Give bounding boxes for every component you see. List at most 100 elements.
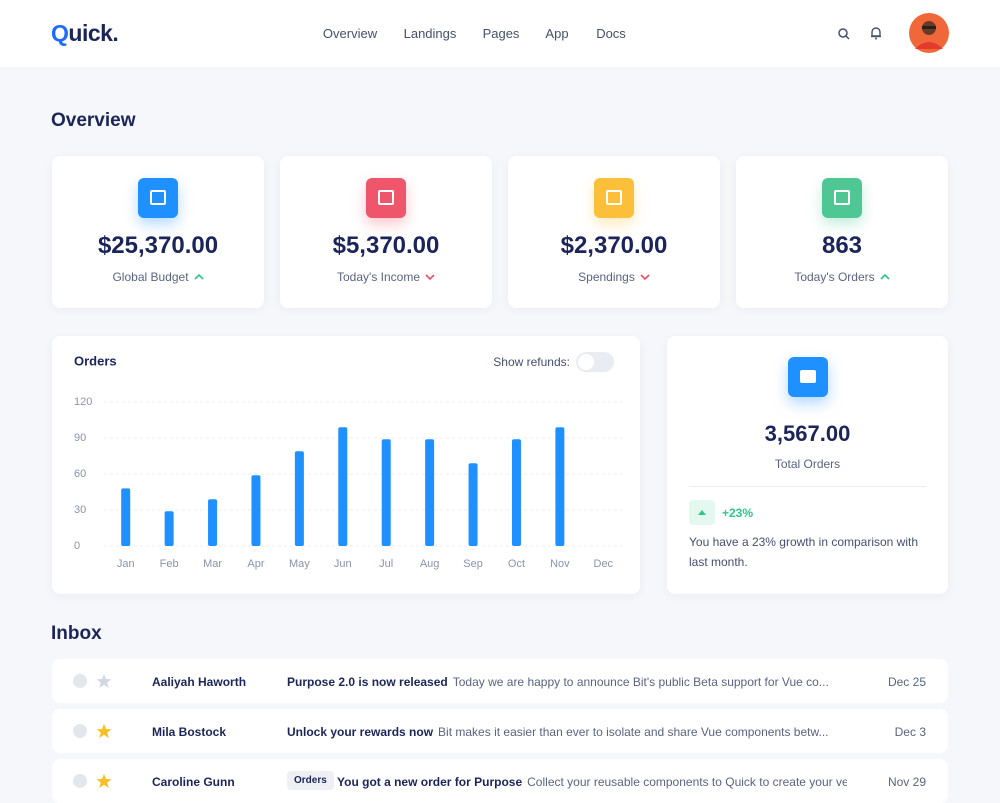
trend-arrow: [193, 273, 204, 280]
nav-link[interactable]: Landings: [403, 26, 457, 41]
bar: [511, 439, 521, 546]
stat-label-row: Spendings: [508, 270, 720, 284]
x-tick-label: Jul: [379, 558, 393, 570]
nav-link[interactable]: Docs: [596, 26, 626, 41]
stat-label-row: Today's Income: [280, 270, 492, 284]
stat-card: $25,370.00 Global Budget: [52, 156, 264, 308]
stat-label: Today's Orders: [794, 270, 875, 284]
nav-link[interactable]: App: [545, 26, 569, 41]
star-shape: [96, 774, 112, 788]
preview: Collect your reusable components to Quic…: [527, 775, 847, 789]
change-badge: [689, 500, 715, 525]
stat-value: 863: [821, 232, 863, 259]
message-row[interactable]: Aaliyah Haworth Purpose 2.0 is now releas…: [52, 659, 948, 703]
top-bar: Quick. Overview Landings Pages App Docs: [0, 0, 1000, 67]
x-tick-label: Mar: [203, 558, 222, 570]
bar: [555, 427, 565, 546]
x-tick-label: Nov: [550, 558, 570, 570]
subject: Purpose 2.0 is now released: [287, 675, 448, 689]
change-value: +23%: [722, 506, 754, 520]
star-shape: [96, 674, 112, 688]
stat-value: $2,370.00: [560, 232, 668, 259]
select-circle[interactable]: [73, 774, 87, 788]
stat-label: Global Budget: [112, 270, 189, 284]
avatar[interactable]: [909, 13, 949, 53]
trend-chevron: [640, 274, 650, 281]
stat-label: Today's Income: [337, 270, 420, 284]
total-orders-card: 3,567.00 Total Orders +23% You have a 23…: [667, 336, 948, 594]
logo[interactable]: Quick.: [51, 20, 119, 46]
stat-icon: [594, 178, 634, 218]
subject: You got a new order for Purpose: [337, 775, 523, 789]
date: Nov 29: [887, 775, 926, 789]
icon-glyph: [834, 190, 850, 205]
y-tick-label: 90: [74, 432, 86, 444]
icon-glyph: [378, 190, 394, 205]
star[interactable]: [96, 673, 112, 689]
select-circle[interactable]: [73, 674, 87, 688]
y-tick-label: 120: [74, 396, 92, 408]
search-icon[interactable]: [836, 26, 852, 42]
trend-chevron: [880, 273, 890, 280]
bar: [121, 488, 131, 546]
x-tick-label: May: [289, 558, 310, 570]
message-row[interactable]: Caroline Gunn Orders You got a new order f…: [52, 759, 948, 803]
section-title: Overview: [51, 110, 136, 131]
x-tick-label: Jan: [117, 558, 135, 570]
x-tick-label: Jun: [334, 558, 352, 570]
tag: Orders: [287, 771, 334, 790]
icon-glyph: [150, 190, 166, 205]
sender: Aaliyah Haworth: [152, 675, 247, 689]
bar: [381, 439, 391, 546]
bar: [338, 427, 348, 546]
trend-chevron: [425, 274, 435, 281]
bar: [164, 511, 174, 546]
subject-line: Purpose 2.0 is now released Today we are …: [287, 675, 847, 689]
orders-card: Orders Show refunds: 0 30 60 90 120 Jan Feb Mar…: [52, 336, 640, 594]
bar: [294, 451, 304, 546]
stat-icon: [366, 178, 406, 218]
nav-link[interactable]: Overview: [322, 26, 378, 41]
stat-icon: [822, 178, 862, 218]
date: Dec 25: [887, 675, 926, 689]
bar: [468, 463, 478, 546]
stat-icon: [138, 178, 178, 218]
trend-arrow: [880, 273, 890, 280]
bar: [208, 499, 218, 546]
y-tick-label: 30: [74, 504, 86, 516]
trend-arrow: [640, 274, 650, 281]
stat-value: $5,370.00: [332, 232, 440, 259]
section-title: Inbox: [51, 623, 102, 644]
y-tick-label: 60: [74, 468, 86, 480]
stat-card: $5,370.00 Today's Income: [280, 156, 492, 308]
total-label: Total Orders: [774, 457, 841, 471]
stat-value: $25,370.00: [97, 232, 219, 259]
divider: [689, 486, 926, 487]
total-value: 3,567.00: [764, 421, 851, 446]
bell-icon[interactable]: [868, 25, 884, 41]
icon-glyph: [606, 190, 622, 205]
message-row[interactable]: Mila Bostock Unlock your rewards now Bit m…: [52, 709, 948, 753]
wallet-icon: [787, 357, 828, 397]
preview: Bit makes it easier than ever to isolate…: [438, 725, 829, 739]
orders-chart: Orders Show refunds: 0 30 60 90 120 Jan Feb Mar…: [74, 352, 625, 570]
x-tick-label: Apr: [247, 558, 264, 570]
x-tick-label: Oct: [508, 558, 525, 570]
date: Dec 3: [894, 725, 926, 739]
subject-line: Unlock your rewards now Bit makes it easi…: [287, 725, 847, 739]
subject: Unlock your rewards now: [287, 725, 434, 739]
stat-card: 863 Today's Orders: [736, 156, 948, 308]
stat-card: $2,370.00 Spendings: [508, 156, 720, 308]
y-tick-label: 0: [74, 540, 80, 552]
sender: Mila Bostock: [152, 725, 227, 739]
star[interactable]: [96, 773, 112, 789]
chart-title: Orders: [74, 353, 117, 368]
stat-label-row: Global Budget: [52, 270, 264, 284]
select-circle[interactable]: [73, 724, 87, 738]
subject-line: You got a new order for Purpose Collect y…: [337, 775, 847, 789]
nav-link[interactable]: Pages: [482, 26, 520, 41]
x-tick-label: Dec: [594, 558, 614, 570]
trend-chevron: [193, 273, 204, 280]
star[interactable]: [96, 723, 112, 739]
